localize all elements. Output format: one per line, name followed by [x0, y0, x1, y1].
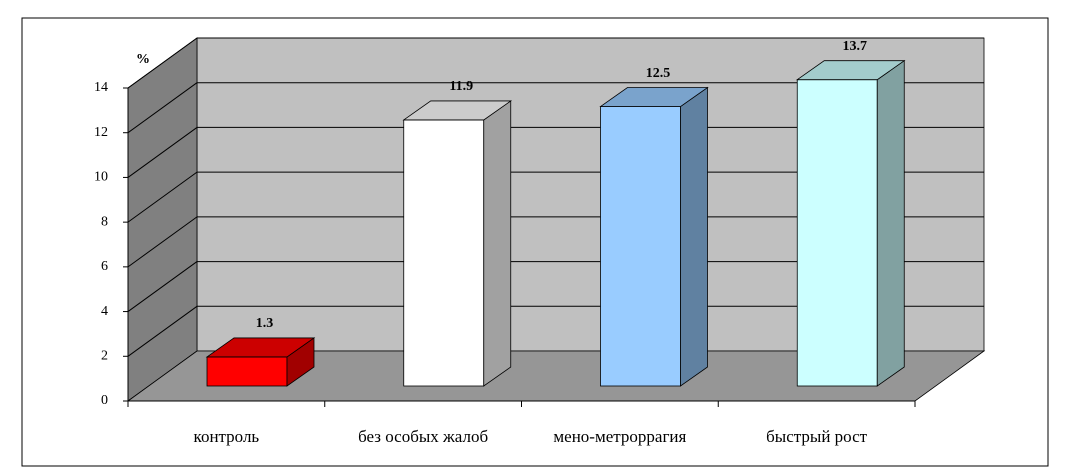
grid-line [127, 261, 198, 312]
x-tick-label: контроль [194, 427, 260, 446]
bar [402, 100, 513, 387]
bar-top [205, 337, 316, 358]
bar [205, 337, 316, 387]
bar-front [600, 106, 681, 387]
y-tick-label: 0 [101, 393, 108, 408]
bar-top [795, 60, 906, 81]
y-tick-label: 10 [94, 170, 108, 185]
value-label: 1.3 [256, 316, 274, 331]
y-tick-label: 14 [94, 80, 108, 95]
x-tick-label: быстрый рост [766, 427, 867, 446]
bar [795, 59, 906, 387]
bar-side [876, 59, 905, 387]
grid-line [127, 305, 198, 357]
y-tick-label: 12 [94, 125, 108, 140]
x-tick-label: мено-метроррагия [553, 427, 686, 446]
grid-line [127, 127, 198, 178]
value-label: 12.5 [646, 66, 671, 81]
y-tick-label: 4 [101, 304, 108, 319]
grid-line [127, 82, 198, 134]
grid-line [127, 171, 198, 223]
bar-front [206, 356, 288, 387]
y-tick-label: 2 [101, 349, 108, 364]
bar-side [680, 86, 708, 387]
bar-front [796, 79, 878, 387]
y-unit-label: % [136, 52, 150, 67]
side-wall [127, 37, 198, 402]
value-label: 11.9 [449, 79, 473, 94]
bar-top [402, 100, 513, 121]
grid-line [127, 37, 198, 89]
x-tick-label: без особых жалоб [358, 427, 488, 446]
y-tick-label: 8 [101, 214, 108, 229]
bar-top [599, 87, 709, 107]
bar-side [483, 100, 512, 387]
value-label: 13.7 [843, 39, 868, 54]
bar-front [403, 119, 485, 387]
grid-line [127, 216, 198, 268]
y-tick-label: 6 [101, 259, 108, 274]
bar [599, 86, 709, 387]
